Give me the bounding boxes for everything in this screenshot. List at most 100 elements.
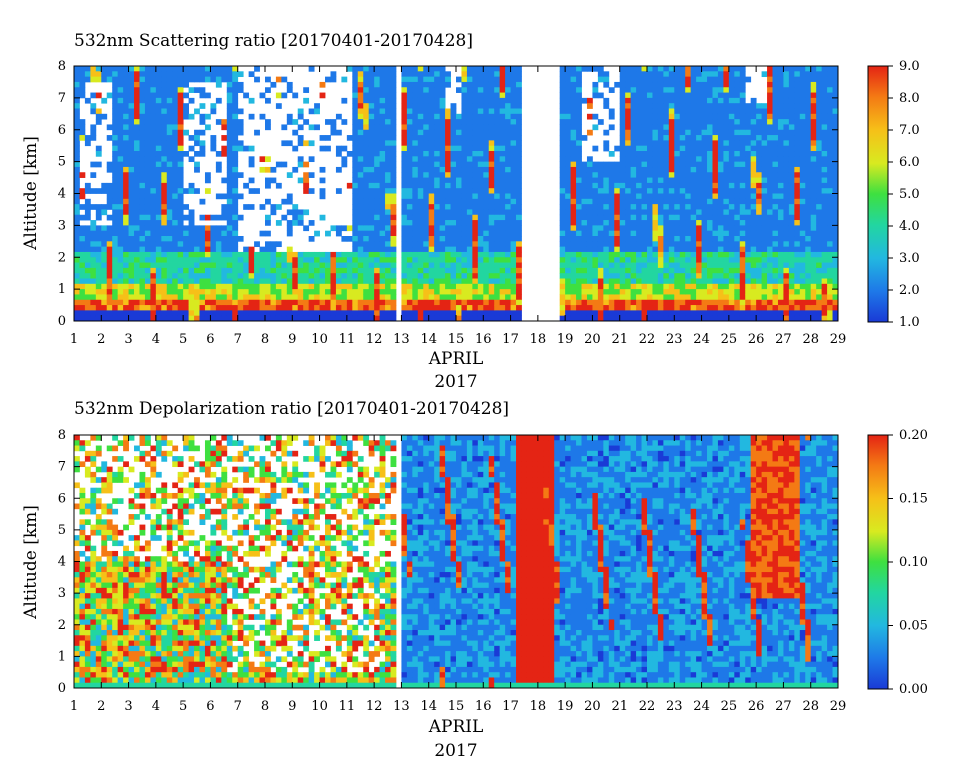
heatmap-cell [586,299,593,306]
heatmap-cell [183,262,189,269]
heatmap-cell [450,262,457,269]
heatmap-cell [303,289,310,295]
heatmap-cell [385,66,391,72]
heatmap-cell [74,220,80,226]
heatmap-cell [161,119,168,125]
heatmap-cell [739,87,746,93]
heatmap-cell [297,283,304,290]
heatmap-cell [761,172,768,178]
heatmap-cell [401,299,408,306]
heatmap-cell [636,81,642,88]
heatmap-cell [679,294,686,301]
heatmap-cell [155,236,162,242]
heatmap-cell [603,129,610,136]
heatmap-cell [668,182,675,189]
heatmap-cell [199,230,206,237]
heatmap-cell [297,251,304,258]
heatmap-cell [788,119,795,125]
heatmap-cell [357,188,364,194]
heatmap-cell [559,220,566,226]
heatmap-cell [226,246,233,253]
heatmap-cell [286,267,293,274]
heatmap-cell [434,161,441,168]
heatmap-cell [221,305,228,311]
heatmap-cell [314,262,320,269]
heatmap-cell [428,177,435,184]
heatmap-cell [461,230,468,237]
heatmap-cell [417,241,424,248]
heatmap-cell [783,315,790,322]
heatmap-cell [172,198,179,205]
heatmap-cell [134,198,140,205]
heatmap-cell [74,310,80,317]
heatmap-cell [357,251,364,258]
heatmap-cell [570,273,577,279]
heatmap-cell [101,182,108,189]
heatmap-cell [456,129,462,136]
heatmap-cell [516,103,522,109]
heatmap-cell [690,299,697,306]
heatmap-cell [461,177,468,184]
heatmap-cell [226,119,233,125]
heatmap-cell [783,305,790,311]
heatmap-cell [226,108,233,115]
heatmap-cell [406,220,413,226]
heatmap-cell [177,262,184,269]
heatmap-cell [499,151,506,157]
heatmap-cell [679,140,686,147]
heatmap-cell [788,166,795,173]
heatmap-cell [608,251,615,258]
heatmap-cell [750,198,757,205]
heatmap-cell [619,262,626,269]
heatmap-cell [106,294,113,301]
heatmap-cell [363,257,370,263]
heatmap-cell [286,273,293,279]
heatmap-cell [581,251,588,258]
heatmap-cell [150,251,157,258]
heatmap-cell [647,257,653,263]
heatmap-cell [194,188,200,194]
heatmap-cell [439,135,446,141]
heatmap-cell [450,299,457,306]
heatmap-cell [707,225,713,232]
heatmap-cell [472,225,479,232]
heatmap-cell [772,241,779,248]
heatmap-cell [559,92,566,99]
heatmap-cell [652,241,659,248]
heatmap-cell [281,278,288,285]
heatmap-cell [155,204,162,210]
heatmap-cell [690,251,697,258]
heatmap-cell [368,166,375,173]
heatmap-cell [723,236,730,242]
heatmap-cell [625,251,632,258]
heatmap-cell [707,87,713,93]
heatmap-cell [739,97,746,104]
heatmap-cell [204,236,211,242]
heatmap-cell [788,161,795,168]
heatmap-cell [510,251,517,258]
heatmap-cell [450,108,457,115]
heatmap-cell [581,241,588,248]
heatmap-cell [254,289,260,295]
heatmap-cell [657,214,664,221]
heatmap-cell [576,135,582,141]
heatmap-cell [630,129,637,136]
heatmap-cell [215,294,222,301]
heatmap-cell [603,315,610,322]
heatmap-cell [188,209,195,216]
heatmap-cell [248,310,255,317]
heatmap-cell [614,299,621,306]
heatmap-cell [647,177,653,184]
heatmap-cell [406,113,413,120]
heatmap-cell [608,267,615,274]
heatmap-cell [707,310,713,317]
heatmap-cell [352,166,359,173]
heatmap-cell [406,135,413,141]
heatmap-cell [374,76,380,83]
heatmap-cell [461,198,468,205]
heatmap-cell [565,267,571,274]
heatmap-cell [166,66,173,72]
heatmap-cell [412,294,419,301]
heatmap-cell [210,251,217,258]
heatmap-cell [237,140,244,147]
